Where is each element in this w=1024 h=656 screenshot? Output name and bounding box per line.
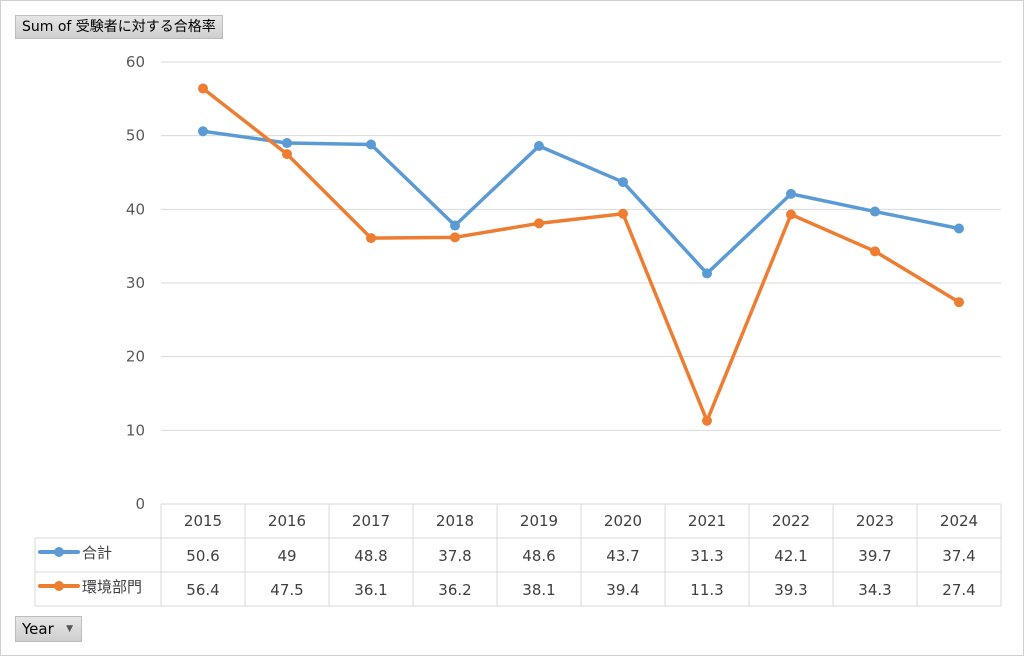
x-category-label: 2020 <box>604 512 642 530</box>
data-table-value: 37.4 <box>942 547 975 565</box>
y-tick-label: 20 <box>126 348 145 366</box>
x-category-label: 2022 <box>772 512 810 530</box>
x-category-label: 2015 <box>184 512 222 530</box>
data-point-marker <box>618 208 628 219</box>
data-table-value: 31.3 <box>690 547 723 565</box>
data-point-marker <box>450 232 460 243</box>
dropdown-arrow-icon: ▼ <box>66 624 73 634</box>
data-point-marker <box>282 149 292 160</box>
data-table-value: 56.4 <box>186 581 219 599</box>
data-point-marker <box>702 268 712 279</box>
series-line <box>201 86 961 423</box>
x-category-label: 2017 <box>352 512 390 530</box>
data-table-value: 11.3 <box>690 581 723 599</box>
data-table-value: 38.1 <box>522 581 555 599</box>
data-table-value: 48.6 <box>522 547 555 565</box>
data-table-value: 48.8 <box>354 547 387 565</box>
y-tick-label: 0 <box>135 495 145 513</box>
data-point-marker <box>282 138 292 149</box>
data-point-marker <box>366 233 376 244</box>
data-point-marker <box>954 297 964 308</box>
x-category-label: 2018 <box>436 512 474 530</box>
year-field-label: Year <box>22 620 54 638</box>
x-category-label: 2016 <box>268 512 306 530</box>
data-table-value: 36.1 <box>354 581 387 599</box>
data-point-marker <box>954 223 964 234</box>
data-point-marker <box>534 140 544 151</box>
data-table-value: 39.3 <box>774 581 807 599</box>
y-tick-label: 60 <box>126 53 145 71</box>
data-point-marker <box>198 126 208 137</box>
data-table-value: 37.8 <box>438 547 471 565</box>
legend-key-marker <box>54 581 64 591</box>
legend-key-marker <box>54 547 64 557</box>
data-table-value: 49 <box>277 547 296 565</box>
data-point-marker <box>366 139 376 150</box>
data-table-value: 39.7 <box>858 547 891 565</box>
x-category-label: 2023 <box>856 512 894 530</box>
y-tick-label: 50 <box>126 127 145 145</box>
x-category-label: 2021 <box>688 512 726 530</box>
data-point-marker <box>618 177 628 188</box>
y-tick-label: 40 <box>126 200 145 218</box>
data-point-marker <box>870 206 880 217</box>
data-table-value: 27.4 <box>942 581 975 599</box>
data-point-marker <box>786 209 796 220</box>
series-line <box>201 129 961 276</box>
x-category-label: 2019 <box>520 512 558 530</box>
year-field-button[interactable]: Year ▼ <box>15 616 82 642</box>
y-tick-label: 30 <box>126 274 145 292</box>
data-table-value: 43.7 <box>606 547 639 565</box>
data-point-marker <box>534 218 544 229</box>
data-point-marker <box>786 188 796 199</box>
data-table-value: 47.5 <box>270 581 303 599</box>
data-table-value: 39.4 <box>606 581 639 599</box>
data-point-marker <box>702 415 712 426</box>
data-table-value: 42.1 <box>774 547 807 565</box>
x-category-label: 2024 <box>940 512 978 530</box>
data-point-marker <box>450 220 460 231</box>
value-field-button[interactable]: Sum of 受験者に対する合格率 <box>15 15 223 39</box>
y-tick-label: 10 <box>126 421 145 439</box>
data-table-value: 34.3 <box>858 581 891 599</box>
data-table-value: 50.6 <box>186 547 219 565</box>
legend-series-name: 環境部門 <box>82 578 142 596</box>
data-table-value: 36.2 <box>438 581 471 599</box>
data-point-marker <box>870 246 880 257</box>
legend-series-name: 合計 <box>82 544 112 562</box>
data-point-marker <box>198 83 208 94</box>
